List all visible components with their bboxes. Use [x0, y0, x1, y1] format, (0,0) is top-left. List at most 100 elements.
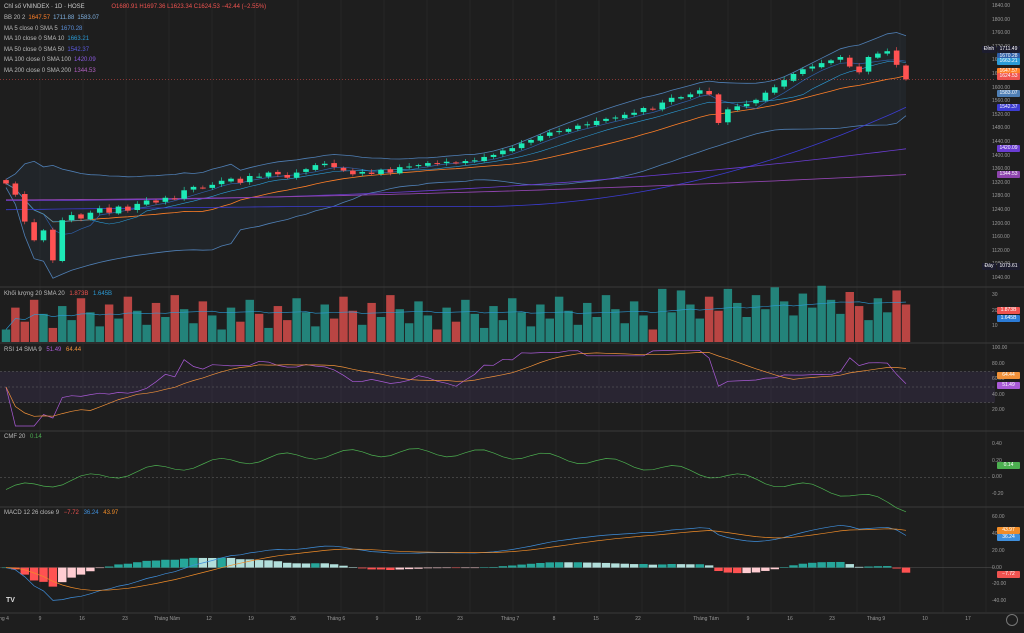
volume-bar: [564, 310, 573, 342]
volume-bar: [470, 313, 479, 342]
volume-bar: [883, 312, 892, 342]
time-tick-label: Tháng 9: [866, 616, 886, 622]
time-tick-label: 17: [965, 616, 971, 622]
candle: [378, 169, 384, 174]
macd-tick-label: 60.00: [992, 514, 1005, 521]
macd-histogram-bar: [508, 565, 517, 568]
cmf-tick-label: 0.40: [992, 441, 1002, 448]
volume-bar: [1, 329, 11, 342]
volume-bar: [170, 295, 179, 342]
macd-signal-value: 43.97: [103, 510, 119, 516]
time-tick-label: 16: [79, 616, 85, 622]
volume-bar: [808, 307, 817, 342]
candle: [865, 57, 872, 72]
candle: [706, 91, 712, 95]
rsi-tick-label: 20.00: [992, 407, 1005, 414]
candle: [743, 103, 750, 107]
volume-bar: [658, 288, 667, 342]
candle: [584, 124, 591, 126]
macd-tick-label: 0.00: [992, 564, 1002, 571]
cmf-value: 0.14: [30, 434, 42, 440]
candle: [321, 163, 328, 166]
macd-histogram-bar: [104, 566, 114, 568]
settings-gear-icon[interactable]: [1006, 614, 1018, 626]
volume-bar: [704, 296, 714, 342]
time-tick-label: 23: [122, 616, 128, 622]
macd-label[interactable]: MACD 12 26 close 9: [4, 510, 60, 516]
candle: [106, 207, 112, 213]
volume-bar: [348, 310, 358, 342]
volume-bar: [817, 285, 826, 342]
candle: [893, 50, 900, 65]
indicator-value: 1663.21: [67, 36, 90, 42]
macd-histogram-bar: [489, 566, 498, 568]
candle: [209, 184, 216, 188]
candle: [668, 97, 675, 102]
candle: [593, 120, 600, 125]
time-tick-label: 9: [375, 616, 379, 622]
candle: [518, 143, 525, 149]
indicator-row[interactable]: MA 100 close 0 SMA 100 1420.09: [4, 56, 102, 67]
indicator-legend: BB 20 2 1647.57 1711.88 1583.07 MA 5 close 0…: [4, 14, 102, 77]
indicator-row[interactable]: BB 20 2 1647.57 1711.88 1583.07: [4, 14, 102, 25]
macd-histogram-bar: [217, 557, 226, 568]
candle: [725, 109, 731, 123]
candle: [350, 170, 356, 175]
indicator-name: BB 20 2: [4, 15, 26, 21]
macd-histogram-bar: [311, 563, 320, 568]
volume-bar: [95, 326, 104, 342]
indicator-value: 1670.28: [60, 25, 83, 32]
candle: [218, 180, 225, 185]
indicator-row[interactable]: MA 200 close 0 SMA 200 1344.53: [4, 67, 102, 78]
volume-value: 1.873B: [69, 291, 89, 297]
macd-histogram-bar: [245, 559, 254, 568]
cmf-legend: CMF 20 0.14: [4, 433, 45, 441]
candle: [368, 172, 375, 174]
macd-histogram-bar: [123, 563, 133, 568]
price-badge: 1663.21: [997, 58, 1020, 66]
cmf-badge: 0.14: [997, 462, 1020, 470]
candle: [471, 160, 478, 162]
tradingview-logo-icon[interactable]: TV: [6, 597, 15, 604]
volume-bar: [686, 304, 695, 342]
candle: [303, 169, 309, 172]
candle: [509, 148, 516, 152]
price-tick-label: 1280.00: [992, 193, 1011, 200]
volume-bar: [536, 304, 545, 342]
time-tick-label: 19: [248, 616, 254, 622]
macd-histogram-bar: [714, 567, 723, 572]
macd-histogram-bar: [86, 567, 95, 572]
indicator-name: MA 50 close 0 SMA 50: [4, 46, 65, 53]
macd-histogram-bar: [826, 562, 836, 568]
macd-histogram-bar: [639, 564, 648, 568]
indicator-row[interactable]: MA 10 close 0 SMA 10 1663.21: [4, 35, 102, 46]
indicator-row[interactable]: MA 50 close 0 SMA 50 1542.37: [4, 46, 102, 57]
macd-histogram-bar: [620, 563, 629, 568]
macd-histogram-bar: [348, 567, 358, 568]
volume-badge: 1.873B: [997, 306, 1020, 314]
cmf-tick-label: 0.00: [992, 474, 1002, 481]
volume-label[interactable]: Khối lượng 20 SMA 20: [4, 291, 65, 297]
price-tick-label: 1240.00: [992, 207, 1011, 213]
volume-bar: [545, 318, 554, 342]
time-tick-label: 12: [206, 616, 212, 622]
rsi-label[interactable]: RSI 14 SMA 9: [4, 347, 42, 353]
macd-histogram-bar: [536, 562, 545, 568]
time-tick-label: 9: [38, 616, 42, 622]
macd-badge: 36.24: [997, 533, 1020, 541]
symbol-title[interactable]: Chỉ số VNINDEX · 1D · HOSE: [4, 4, 85, 10]
volume-bar: [11, 307, 20, 342]
macd-histogram-bar: [151, 560, 161, 568]
candle: [715, 94, 722, 123]
indicator-row[interactable]: MA 5 close 0 SMA 5 1670.28: [4, 25, 102, 36]
volume-bar: [161, 317, 170, 342]
volume-sma-line: [5, 301, 907, 330]
time-tick-label: 23: [829, 616, 835, 622]
macd-histogram-bar: [498, 566, 508, 568]
candle: [481, 156, 487, 162]
volume-bar: [123, 296, 133, 342]
candle: [875, 53, 881, 58]
price-tick-label: 1560.00: [992, 98, 1011, 105]
cmf-label[interactable]: CMF 20: [4, 434, 26, 440]
